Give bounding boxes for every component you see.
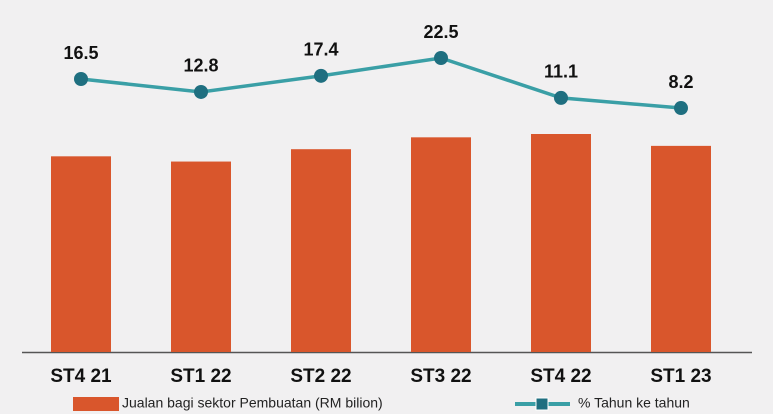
marker — [554, 90, 568, 105]
legend-swatch — [73, 397, 119, 411]
marker — [674, 101, 688, 116]
marker — [194, 84, 208, 99]
x-tick-label: ST4 21 — [50, 366, 112, 387]
x-tick-label: ST1 22 — [170, 366, 231, 387]
bar — [651, 145, 711, 352]
marker — [314, 68, 328, 83]
data-label: 17.4 — [303, 40, 338, 60]
data-label: 12.8 — [183, 56, 218, 76]
marker — [434, 51, 448, 65]
data-label: 16.5 — [63, 43, 98, 63]
bar — [291, 149, 351, 352]
x-tick-label: ST3 22 — [410, 366, 471, 387]
bar — [411, 137, 471, 352]
legend-label: Jualan bagi sektor Pembuatan (RM bilion) — [122, 395, 383, 411]
bar — [51, 156, 111, 352]
data-label: 22.5 — [423, 22, 458, 42]
line — [80, 56, 682, 110]
x-tick-label: ST1 23 — [650, 366, 711, 387]
x-tick-label: ST4 22 — [530, 366, 591, 387]
marker — [74, 72, 88, 86]
data-label: 11.1 — [544, 62, 578, 82]
bar — [531, 134, 591, 352]
x-tick-label: ST2 22 — [290, 366, 351, 387]
bar — [171, 161, 231, 352]
legend-label: % Tahun ke tahun — [578, 395, 690, 411]
data-label: 8.2 — [668, 72, 693, 92]
legend-swatch — [535, 397, 549, 411]
